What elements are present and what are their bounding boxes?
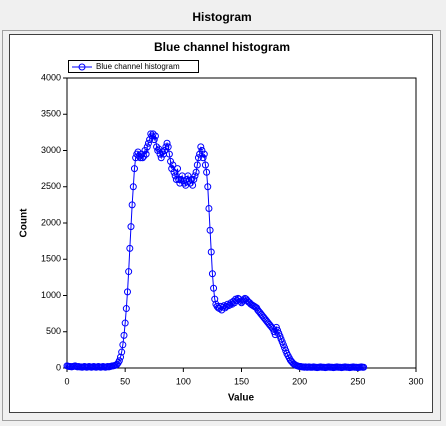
data-point [198,147,206,154]
data-point [134,148,142,156]
y-tick-label: 1500 [41,254,61,264]
y-axis-label: Count [19,208,30,238]
data-point [115,357,123,365]
data-point [137,150,145,158]
data-point [153,143,161,151]
x-tick-label: 200 [292,376,307,386]
data-point [117,353,125,361]
data-point [136,154,144,162]
x-tick-label: 0 [64,376,69,386]
data-point [119,341,127,349]
y-tick-label: 3500 [41,109,61,119]
data-point [142,150,150,158]
data-point [163,139,171,147]
data-point [197,143,205,151]
data-point [175,176,183,183]
data-point [360,363,368,371]
data-point [243,297,251,305]
data-point [125,268,133,276]
data-point [126,244,134,252]
data-point [190,176,198,183]
data-point [174,165,182,173]
data-point [162,143,170,151]
legend-box [68,60,199,73]
data-point [118,348,126,356]
data-point [113,360,121,368]
data-point [135,152,143,160]
x-tick-label: 150 [234,376,249,386]
data-point [129,183,137,191]
x-tick-label: 250 [350,376,365,386]
y-tick-label: 3000 [41,145,61,155]
data-point [203,168,211,176]
data-point [171,172,179,180]
data-point [139,154,147,162]
data-point [123,288,131,296]
data-point [154,147,162,154]
chart-title: Blue channel histogram [154,40,290,54]
data-point [199,154,207,162]
y-tick-label: 0 [56,362,61,372]
data-point [208,270,216,278]
data-point [184,172,192,180]
x-tick-label: 300 [408,376,423,386]
data-point [193,161,201,169]
data-point [192,168,200,176]
chart-frame [9,34,433,413]
data-point [176,179,184,187]
data-point [161,147,169,154]
data-point [128,201,136,209]
data-point [143,143,151,151]
data-point [201,161,209,169]
data-point [150,136,158,144]
data-point [210,284,218,292]
data-point [205,205,213,212]
data-point [144,139,152,147]
data-point [200,150,208,158]
data-point [151,132,159,140]
data-point [120,331,128,339]
data-point [206,226,214,234]
y-tick-label: 4000 [41,72,61,82]
data-point [122,305,130,313]
data-point [121,319,129,327]
x-tick-label: 50 [120,376,130,386]
data-point [172,176,180,183]
data-point [132,154,140,162]
data-point [167,157,175,165]
data-point [191,172,199,180]
y-tick-label: 2500 [41,181,61,191]
x-axis-label: Value [228,393,255,404]
data-point [170,168,178,176]
data-point [156,150,164,158]
data-point [130,165,138,173]
data-point [204,183,212,191]
legend-marker [78,63,86,71]
data-point [211,295,219,303]
data-point [127,223,135,231]
data-point [112,361,120,369]
data-point [196,150,204,158]
x-tick-label: 100 [176,376,191,386]
window-title: Histogram [192,10,251,24]
legend-label: Blue channel histogram [96,62,180,71]
data-point [164,143,172,151]
y-tick-label: 2000 [41,217,61,227]
y-tick-label: 1000 [41,290,61,300]
data-point [186,179,194,187]
data-point [241,294,249,302]
data-point [169,161,177,169]
data-point [207,248,215,256]
y-tick-label: 500 [46,326,61,336]
data-point [165,150,173,158]
group-border [2,30,441,421]
data-point [194,154,202,162]
data-point [141,147,149,154]
